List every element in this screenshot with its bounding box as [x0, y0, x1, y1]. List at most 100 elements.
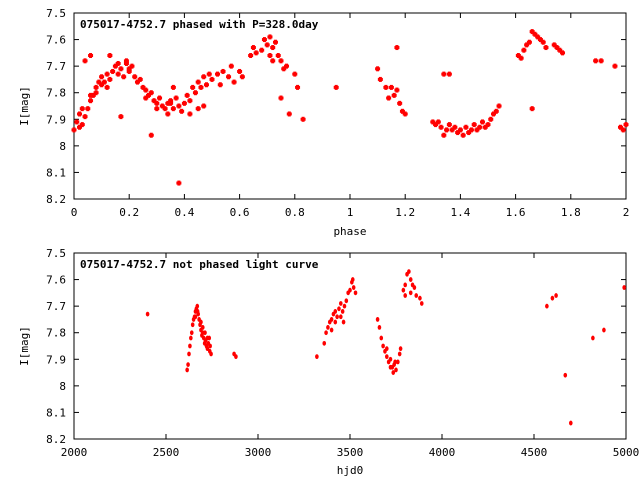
y-axis-ticks: 7.5 7.6 7.7 7.8 7.9 8 8.1 8.2	[46, 7, 626, 206]
data-point	[402, 111, 408, 117]
data-point	[234, 354, 238, 360]
data-point	[188, 343, 192, 349]
data-point	[412, 285, 417, 290]
data-point	[340, 309, 345, 314]
data-point	[226, 74, 232, 80]
data-point	[143, 87, 149, 93]
data-point	[134, 79, 140, 85]
data-points	[71, 29, 629, 186]
data-point	[394, 367, 398, 373]
data-point	[208, 343, 212, 349]
data-point	[79, 106, 85, 112]
data-point	[121, 74, 127, 80]
data-point	[195, 303, 200, 309]
unphased-light-curve-panel: 075017-4752.7 not phased light curve hjd…	[18, 247, 639, 477]
data-point	[118, 66, 124, 72]
data-point	[612, 63, 618, 69]
data-point	[375, 66, 381, 72]
data-point	[351, 285, 356, 290]
data-point	[79, 122, 85, 128]
data-point	[264, 42, 270, 48]
data-point	[455, 130, 461, 136]
data-point	[115, 71, 121, 77]
y-tick-label: 7.8	[46, 327, 66, 340]
data-point	[267, 53, 273, 59]
data-point	[168, 100, 174, 106]
y-tick-label: 8.2	[46, 193, 66, 206]
x-tick-label: 0.6	[230, 206, 250, 219]
data-point	[165, 111, 171, 117]
data-point	[104, 71, 110, 77]
data-point	[237, 68, 243, 74]
data-point	[181, 100, 187, 106]
data-point	[333, 309, 338, 314]
data-point	[329, 327, 334, 333]
data-point	[148, 132, 154, 138]
data-point	[192, 90, 198, 96]
y-tick-label: 7.6	[46, 34, 66, 47]
data-point	[115, 60, 121, 66]
data-point	[598, 58, 604, 64]
x-tick-label: 1.2	[395, 206, 415, 219]
y-tick-label: 7.9	[46, 113, 66, 126]
data-point	[143, 95, 149, 101]
data-point	[398, 346, 403, 352]
data-point	[482, 124, 488, 130]
data-point	[300, 116, 306, 122]
data-point	[401, 287, 406, 293]
data-point	[460, 132, 466, 138]
data-point	[99, 74, 105, 80]
data-point	[259, 47, 265, 53]
y-axis-label: I[mag]	[18, 86, 31, 126]
data-point	[551, 42, 557, 48]
data-point	[176, 103, 182, 109]
data-point	[341, 319, 346, 325]
y-tick-label: 7.8	[46, 87, 66, 100]
data-point	[441, 71, 447, 77]
data-point	[201, 74, 207, 80]
chart-title: 075017-4752.7 not phased light curve	[80, 258, 319, 271]
data-point	[344, 298, 349, 304]
data-point	[206, 71, 212, 77]
data-point	[93, 90, 99, 96]
data-point	[477, 124, 483, 130]
data-point	[201, 325, 205, 330]
y-tick-label: 7.6	[46, 274, 66, 287]
data-point	[524, 42, 530, 48]
data-point	[430, 119, 436, 125]
y-tick-label: 8	[59, 140, 66, 153]
data-point	[545, 303, 549, 309]
data-point	[148, 90, 154, 96]
data-point	[521, 47, 527, 53]
data-point	[396, 359, 400, 365]
data-point	[339, 314, 343, 320]
data-point	[337, 306, 341, 312]
data-point	[466, 130, 472, 136]
y-tick-label: 8	[59, 380, 66, 393]
data-point	[623, 122, 629, 128]
plot-frame	[73, 252, 627, 440]
y-tick-label: 8.1	[46, 166, 66, 179]
data-point	[324, 330, 328, 336]
data-point	[408, 290, 413, 296]
data-point	[350, 277, 355, 282]
data-point	[518, 55, 524, 61]
data-point	[543, 45, 549, 51]
data-point	[248, 53, 254, 59]
data-point	[375, 317, 380, 322]
data-point	[617, 124, 623, 130]
data-point	[403, 293, 408, 298]
data-point	[101, 79, 107, 85]
data-point	[403, 282, 408, 288]
x-tick-label: 2	[623, 206, 630, 219]
data-point	[435, 119, 441, 125]
data-point	[281, 66, 287, 72]
data-point	[199, 319, 203, 325]
data-point	[209, 76, 215, 82]
data-point	[205, 335, 210, 341]
data-point	[170, 106, 176, 112]
data-point	[90, 92, 96, 98]
data-point	[215, 71, 221, 77]
data-point	[515, 53, 521, 59]
